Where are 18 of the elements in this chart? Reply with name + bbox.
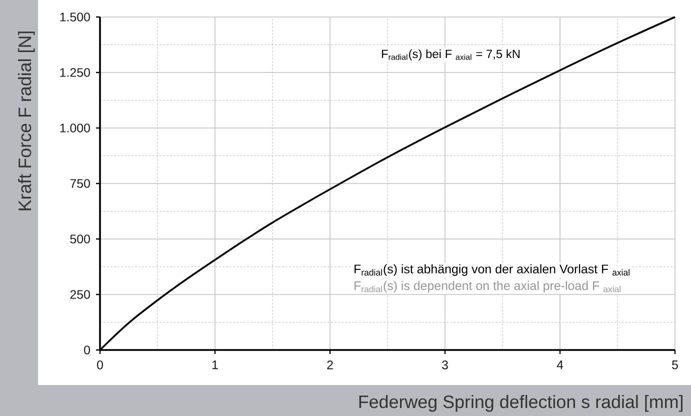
x-tick-label: 5	[672, 360, 678, 370]
x-tick-label: 1	[212, 360, 218, 370]
y-tick-label: 500	[70, 234, 90, 244]
x-tick-label: 3	[442, 360, 448, 370]
x-axis-title: Federweg Spring deflection s radial [mm]	[359, 395, 682, 412]
annotation: F$_{radial}$(s) ist abhängig von der axialen Vorlast F $_{axial}$	[354, 264, 630, 276]
y-tick-label: 250	[70, 290, 90, 299]
text: F$_{radial}$(s) bei F $_{axial}$ = 7,5 kN	[382, 49, 520, 61]
annotation: F$_{radial}$(s) is dependent on the axial pre-load F $_{axial}$	[354, 280, 620, 293]
y-axis-title: Kraft Force F radial [N]	[18, 32, 35, 210]
y-tick-label: 1.250	[60, 68, 90, 77]
y-tick-label: 750	[70, 179, 90, 188]
x-tick-label: 2	[327, 360, 333, 370]
y-tick-label: 1.000	[60, 124, 90, 132]
x-tick-label: 4	[556, 360, 564, 370]
x-tick-label: 0	[97, 360, 103, 370]
y-tick-label: 1.500	[60, 12, 90, 22]
y-tick-label: 0	[84, 346, 90, 354]
